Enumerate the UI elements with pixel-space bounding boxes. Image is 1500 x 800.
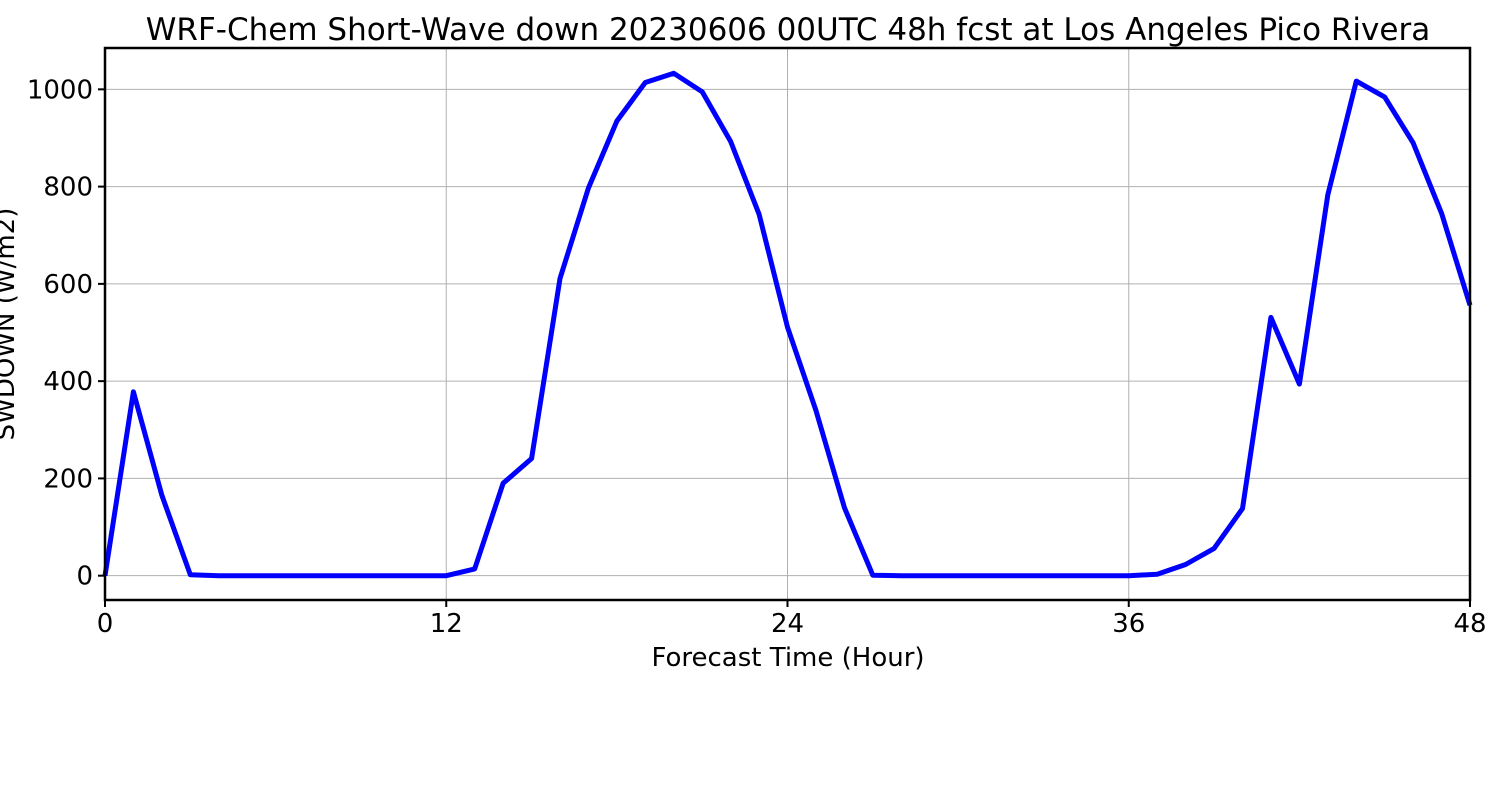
chart-title: WRF-Chem Short-Wave down 20230606 00UTC … — [146, 12, 1430, 48]
y-tick-label: 600 — [43, 270, 93, 300]
ticks: 0 12 24 36 48 0 200 400 600 800 1000 — [27, 75, 1487, 639]
x-tick-label: 36 — [1112, 609, 1145, 639]
x-axis-label: Forecast Time (Hour) — [651, 643, 924, 673]
y-tick-label: 400 — [43, 367, 93, 397]
y-axis-label: SWDOWN (W/m2) — [0, 208, 21, 441]
y-tick-label: 800 — [43, 173, 93, 203]
x-tick-label: 0 — [97, 609, 114, 639]
x-tick-label: 24 — [771, 609, 804, 639]
x-tick-label: 12 — [430, 609, 463, 639]
y-tick-label: 1000 — [27, 75, 93, 105]
x-tick-label: 48 — [1453, 609, 1486, 639]
y-tick-label: 0 — [76, 562, 93, 592]
y-tick-label: 200 — [43, 464, 93, 494]
series-group — [102, 70, 1473, 579]
series-line-swdown — [102, 70, 1473, 579]
